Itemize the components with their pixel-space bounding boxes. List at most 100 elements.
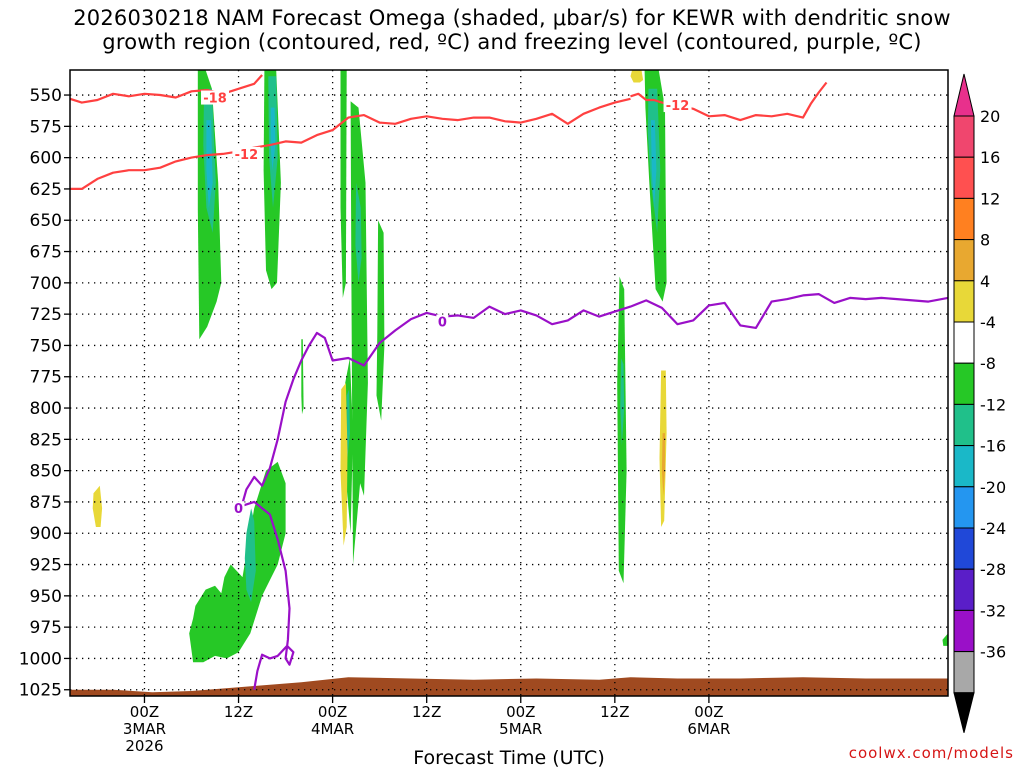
colorbar-under-arrow <box>953 692 975 733</box>
contour-label--18C: -18 <box>203 92 227 107</box>
omega-region-19 <box>650 120 657 208</box>
y-tick-label-625: 625 <box>30 180 62 200</box>
contour-label--12C_upper: -12 <box>666 99 690 114</box>
chart-title-line-2: growth region (contoured, red, ºC) and f… <box>102 30 922 54</box>
omega-region-9 <box>350 101 368 565</box>
contour-label-bg-0C <box>436 314 449 329</box>
y-tick-label-875: 875 <box>30 493 62 513</box>
omega-region-1 <box>244 508 256 603</box>
chart-title-line-1: 2026030218 NAM Forecast Omega (shaded, μ… <box>73 6 951 30</box>
gridlines <box>70 70 948 696</box>
colorbar-segment-7 <box>953 403 975 447</box>
colorbar-label-7: -12 <box>980 395 1006 414</box>
colorbar-label-9: -20 <box>980 478 1006 497</box>
x-tick-label--6-1: 3MAR <box>123 720 166 738</box>
contour-label-0C: 0 <box>438 316 447 331</box>
omega-region-20 <box>92 485 103 527</box>
y-tick-label-775: 775 <box>30 368 62 388</box>
y-tick-label-1000: 1000 <box>19 649 62 669</box>
colorbar-label-8: -16 <box>980 437 1006 456</box>
colorbar-label-6: -8 <box>980 354 996 373</box>
y-tick-label-950: 950 <box>30 587 62 607</box>
omega-region-7 <box>270 107 276 171</box>
y-tick-label-925: 925 <box>30 556 62 576</box>
source-credit: coolwx.com/models <box>848 744 1014 762</box>
y-tick-label-700: 700 <box>30 274 62 294</box>
omega-region-23 <box>661 433 665 496</box>
contour-0C_lower <box>242 500 295 690</box>
y-tick-label-900: 900 <box>30 524 62 544</box>
omega-region-12 <box>346 389 350 459</box>
y-tick-label-1025: 1025 <box>19 681 62 701</box>
x-tick-label-6-0: 12Z <box>224 703 253 721</box>
contour-label-bg--12C <box>232 146 261 161</box>
y-tick-label-825: 825 <box>30 430 62 450</box>
colorbar-segment-6 <box>953 362 975 405</box>
contour-0C <box>241 293 948 504</box>
chart-title: 2026030218 NAM Forecast Omega (shaded, μ… <box>0 6 1024 54</box>
contour--18C <box>70 74 263 104</box>
colorbar-over-arrow <box>953 73 975 117</box>
colorbar-segment-12 <box>953 609 975 653</box>
x-tick-label-18-0: 00Z <box>318 703 347 721</box>
x-tick-label-42-0: 00Z <box>506 703 535 721</box>
colorbar-legend: 20 16 12 8 4 -4 -8 -12 -16 -20 -24 -28 -32 -36 <box>953 73 1006 733</box>
omega-shading <box>70 70 948 696</box>
x-tick-label-42-1: 5MAR <box>499 720 542 738</box>
x-tick-label-66-0: 00Z <box>694 703 723 721</box>
colorbar-label-13: -36 <box>980 643 1006 662</box>
colorbar-segment-10 <box>953 527 975 570</box>
colorbar-label-1: 16 <box>980 148 1000 167</box>
omega-region-13 <box>376 220 385 421</box>
colorbar-label-11: -28 <box>980 560 1006 579</box>
omega-region-25 <box>942 633 948 646</box>
colorbar-label-10: -24 <box>980 519 1006 538</box>
contour-label-bg--18C <box>201 90 230 105</box>
y-axis: 550 575 600 625 650 675 700 725 750 775 800 825 850 8… <box>19 86 70 701</box>
x-tick-label-18-1: 4MAR <box>311 720 354 738</box>
colorbar-segment-5 <box>953 321 975 364</box>
y-tick-label-600: 600 <box>30 149 62 169</box>
terrain-fill <box>70 677 948 696</box>
y-tick-label-550: 550 <box>30 86 62 106</box>
colorbar-label-3: 8 <box>980 231 990 250</box>
colorbar-segment-4 <box>953 280 975 323</box>
colorbar-label-5: -4 <box>980 313 996 332</box>
y-tick-label-725: 725 <box>30 305 62 325</box>
colorbar-segment-8 <box>953 445 975 488</box>
contour-lines: -18 -12 -12 0 0 <box>70 74 948 690</box>
colorbar-segment-2 <box>953 197 975 241</box>
omega-region-4 <box>206 120 213 208</box>
x-tick-label--6-0: 00Z <box>130 703 159 721</box>
colorbar-segment-0 <box>953 115 975 158</box>
colorbar-label-12: -32 <box>980 601 1006 620</box>
y-tick-label-975: 975 <box>30 618 62 638</box>
contour--12C_upper <box>630 81 828 122</box>
contour-label--12C: -12 <box>235 148 259 163</box>
omega-region-8 <box>340 70 347 298</box>
colorbar-label-2: 12 <box>980 189 1000 208</box>
y-tick-label-575: 575 <box>30 117 62 137</box>
colorbar-segment-13 <box>953 651 975 694</box>
contour-label-0C_lower: 0 <box>234 502 243 517</box>
y-tick-label-650: 650 <box>30 211 62 231</box>
x-tick-label-30-0: 12Z <box>412 703 441 721</box>
x-axis-label: Forecast Time (UTC) <box>413 747 604 768</box>
omega-region-24 <box>630 70 644 83</box>
y-tick-label-800: 800 <box>30 399 62 419</box>
x-tick-label-54-0: 12Z <box>600 703 629 721</box>
x-tick-label--6-2: 2026 <box>125 737 163 755</box>
plot-border <box>69 69 949 697</box>
y-tick-label-850: 850 <box>30 462 62 482</box>
omega-region-0 <box>189 461 286 663</box>
colorbar-segment-11 <box>953 568 975 611</box>
colorbar-segment-1 <box>953 156 975 199</box>
y-tick-label-750: 750 <box>30 336 62 356</box>
contour-label-bg-0C_lower <box>232 501 245 516</box>
colorbar-segment-9 <box>953 486 975 529</box>
y-tick-label-675: 675 <box>30 243 62 263</box>
omega-region-16 <box>620 358 625 446</box>
contour--12C <box>70 97 631 190</box>
x-tick-label-66-1: 6MAR <box>687 720 730 738</box>
